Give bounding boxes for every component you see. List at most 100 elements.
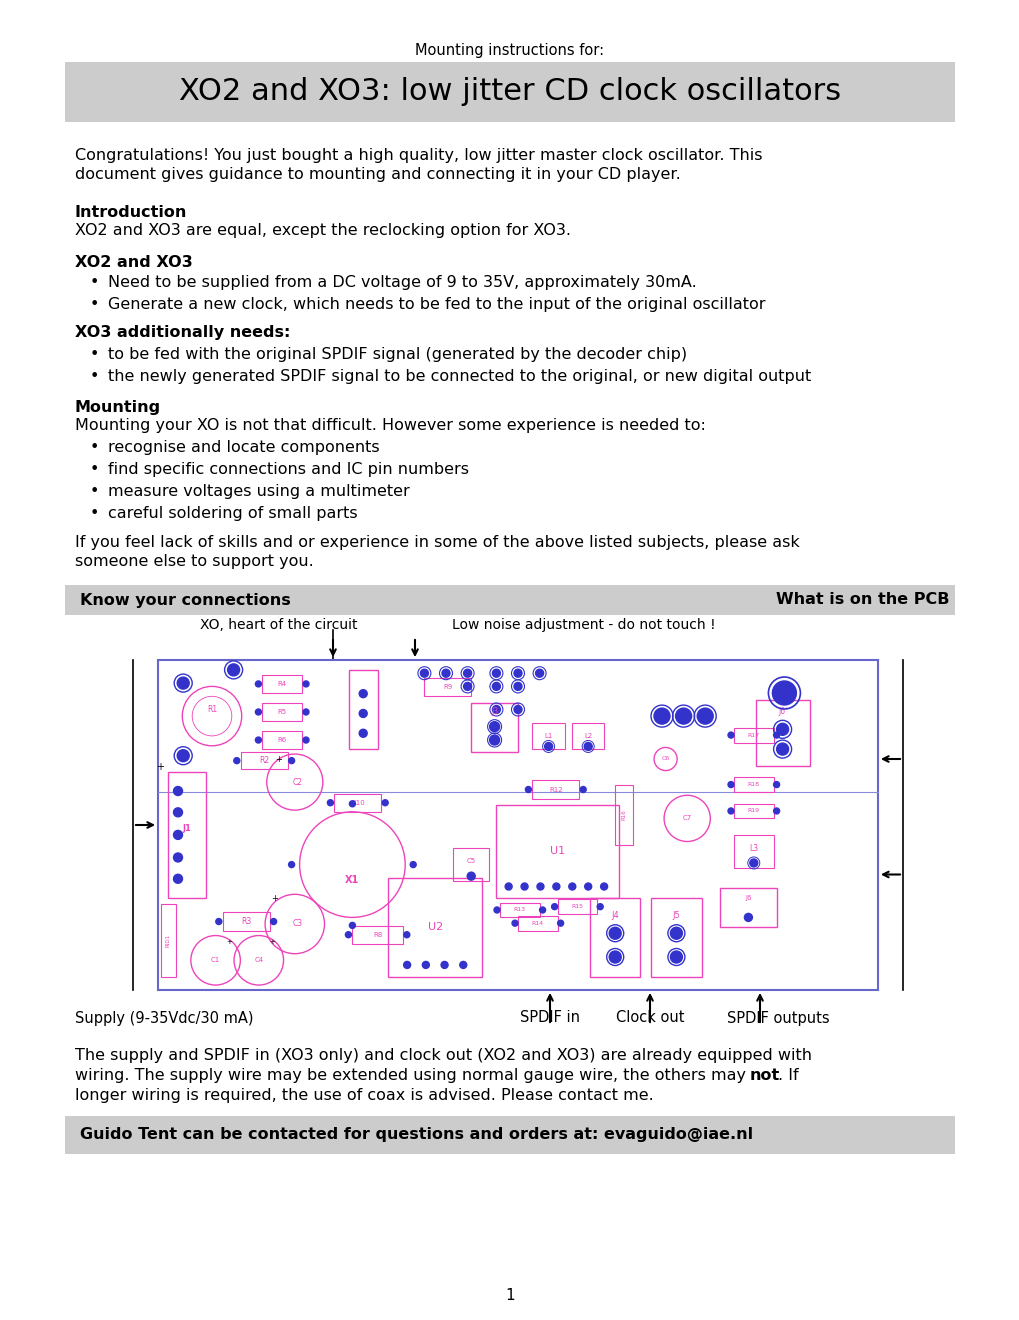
Text: Low noise adjustment - do not touch !: Low noise adjustment - do not touch ! (451, 618, 715, 632)
Text: R15: R15 (571, 904, 583, 909)
Circle shape (173, 874, 182, 883)
Circle shape (173, 787, 182, 796)
Circle shape (270, 919, 276, 924)
Text: L3: L3 (749, 843, 757, 853)
Bar (734, 836, 772, 869)
Text: R10: R10 (351, 800, 365, 805)
Bar (734, 727, 772, 742)
Bar (734, 804, 772, 818)
Text: •: • (90, 275, 99, 290)
Bar (557, 899, 596, 913)
Circle shape (525, 787, 531, 792)
Circle shape (173, 808, 182, 817)
Bar (168, 772, 206, 898)
Text: R19: R19 (747, 808, 759, 813)
Circle shape (422, 961, 429, 969)
Text: X1: X1 (345, 875, 359, 886)
Circle shape (303, 709, 309, 715)
Text: Guido Tent can be contacted for questions and orders at: evaguido@iae.nl: Guido Tent can be contacted for question… (79, 1127, 752, 1143)
Circle shape (464, 669, 471, 677)
Circle shape (489, 735, 499, 744)
Text: the newly generated SPDIF signal to be connected to the original, or new digital: the newly generated SPDIF signal to be c… (108, 370, 810, 384)
Circle shape (492, 705, 500, 714)
Circle shape (552, 883, 559, 890)
Text: Mounting instructions for:: Mounting instructions for: (415, 42, 604, 58)
Circle shape (345, 932, 352, 937)
Text: What is on the PCB: What is on the PCB (775, 593, 949, 607)
Circle shape (536, 883, 543, 890)
Circle shape (772, 808, 779, 814)
Text: wiring. The supply wire may be extended using normal gauge wire, the others may: wiring. The supply wire may be extended … (75, 1068, 750, 1082)
Bar (65, 585, 954, 615)
Bar (65, 62, 954, 121)
Circle shape (233, 758, 239, 764)
Text: R5: R5 (277, 709, 286, 715)
Text: L2: L2 (584, 733, 592, 739)
Bar (161, 904, 176, 977)
Text: Clock out: Clock out (615, 1011, 684, 1026)
Bar (499, 903, 539, 917)
Bar (348, 671, 377, 750)
Bar (734, 777, 772, 792)
Circle shape (514, 705, 522, 714)
Text: . If: . If (777, 1068, 798, 1082)
Text: R9: R9 (442, 684, 452, 690)
Circle shape (697, 708, 712, 725)
Text: Know your connections: Know your connections (79, 593, 290, 607)
Text: C2: C2 (292, 777, 303, 787)
Circle shape (489, 722, 499, 731)
Circle shape (177, 677, 189, 689)
Text: Mounting: Mounting (75, 400, 161, 414)
Text: XO2 and XO3 are equal, except the reclocking option for XO3.: XO2 and XO3 are equal, except the recloc… (75, 223, 571, 238)
Circle shape (772, 733, 779, 738)
Bar (334, 793, 381, 812)
Circle shape (420, 669, 428, 677)
Bar (518, 916, 557, 931)
Text: •: • (90, 440, 99, 455)
Circle shape (216, 919, 221, 924)
Text: XO3 additionally needs:: XO3 additionally needs: (75, 325, 290, 341)
Text: R3: R3 (240, 917, 251, 927)
Text: •: • (90, 484, 99, 499)
Circle shape (467, 873, 475, 880)
Circle shape (173, 853, 182, 862)
Text: C4: C4 (254, 957, 263, 964)
Circle shape (535, 669, 543, 677)
Bar (532, 723, 565, 750)
Circle shape (544, 742, 552, 751)
Text: J1: J1 (182, 824, 192, 833)
Text: Congratulations! You just bought a high quality, low jitter master clock oscilla: Congratulations! You just bought a high … (75, 148, 762, 162)
Bar (572, 723, 604, 750)
Text: longer wiring is required, the use of coax is advised. Please contact me.: longer wiring is required, the use of co… (75, 1088, 653, 1104)
Circle shape (669, 927, 682, 940)
Circle shape (512, 920, 518, 927)
Circle shape (382, 800, 388, 805)
Circle shape (728, 781, 734, 788)
Text: C7: C7 (682, 816, 691, 821)
Bar (240, 752, 287, 768)
Bar (424, 678, 471, 697)
Text: C3: C3 (292, 920, 303, 928)
Circle shape (492, 682, 500, 690)
Circle shape (728, 733, 734, 738)
Bar (589, 898, 640, 977)
Circle shape (404, 961, 411, 969)
Text: U2: U2 (427, 923, 442, 932)
Circle shape (771, 681, 796, 705)
Text: +: + (156, 762, 164, 772)
Bar (650, 898, 701, 977)
Circle shape (303, 681, 309, 686)
Circle shape (749, 859, 757, 867)
Bar (158, 660, 877, 990)
Text: measure voltages using a multimeter: measure voltages using a multimeter (108, 484, 410, 499)
Text: R16: R16 (622, 809, 626, 821)
Circle shape (569, 883, 575, 890)
Text: Need to be supplied from a DC voltage of 9 to 35V, approximately 30mA.: Need to be supplied from a DC voltage of… (108, 275, 696, 290)
Text: R14: R14 (531, 920, 543, 925)
Circle shape (557, 920, 564, 927)
Circle shape (608, 927, 621, 940)
Text: document gives guidance to mounting and connecting it in your CD player.: document gives guidance to mounting and … (75, 168, 680, 182)
Circle shape (744, 913, 752, 921)
Text: recognise and locate components: recognise and locate components (108, 440, 379, 455)
Bar (352, 925, 403, 944)
